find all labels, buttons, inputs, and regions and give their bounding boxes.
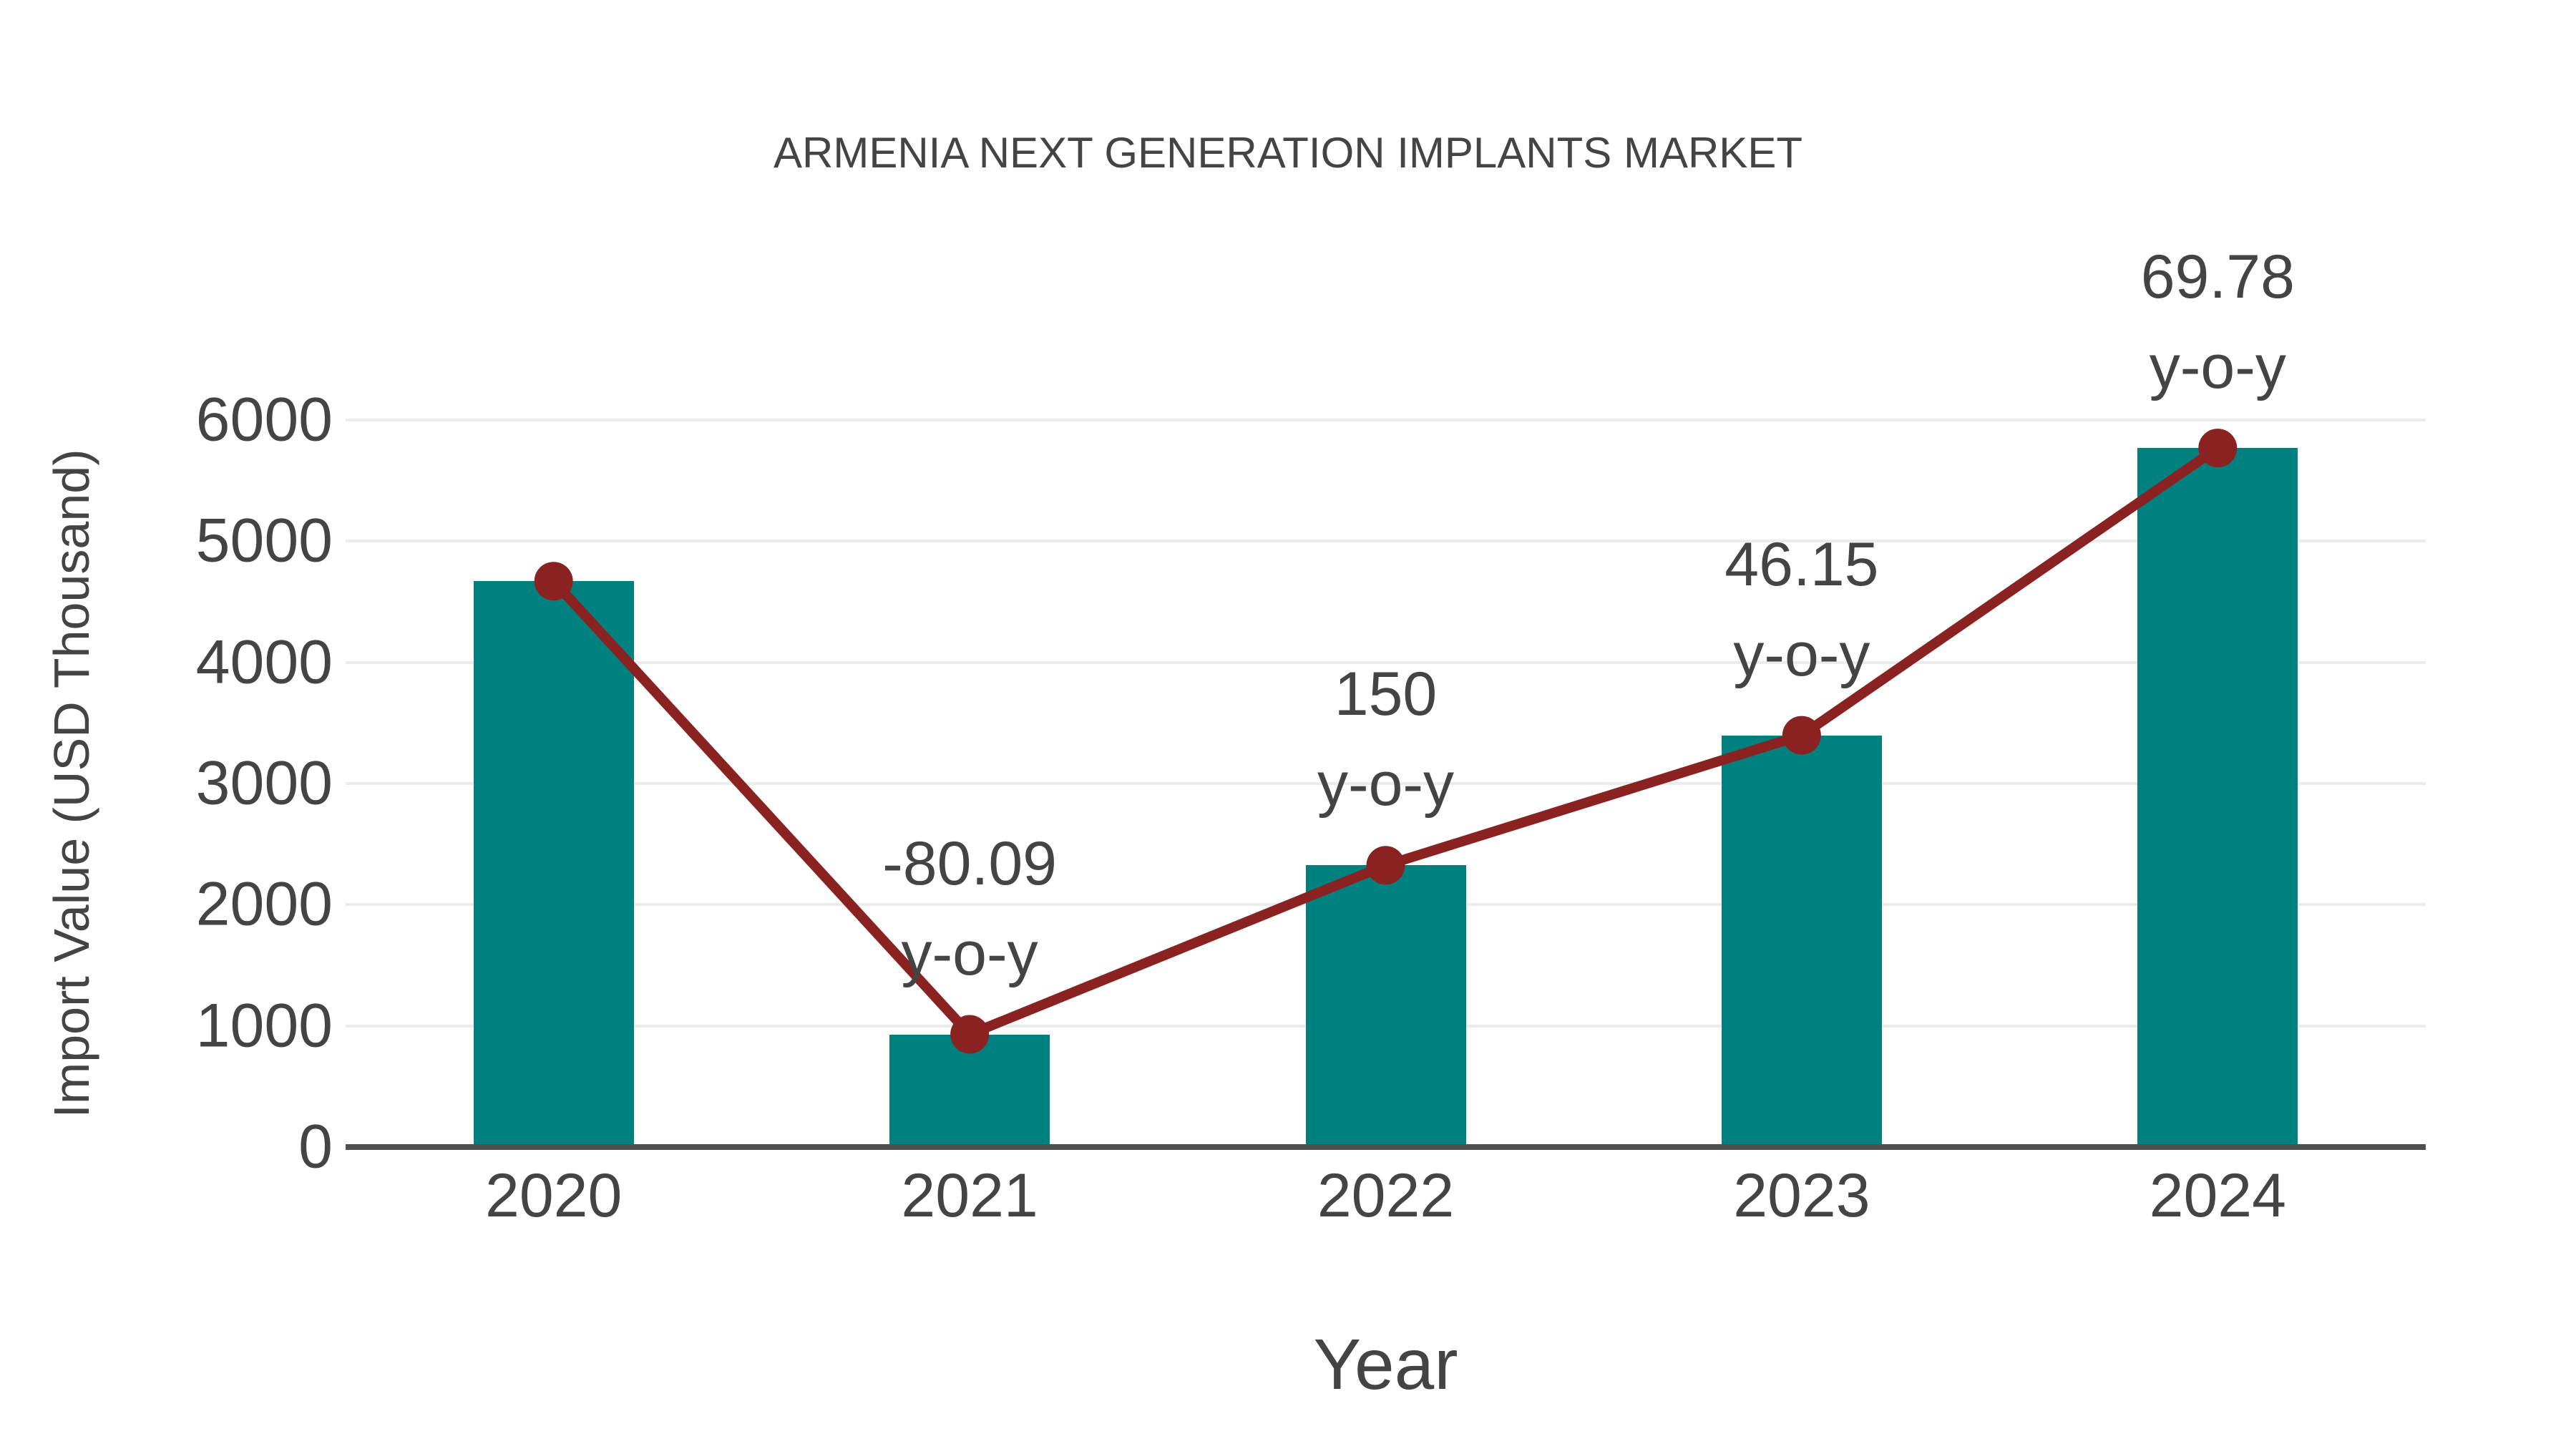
plot-area xyxy=(346,419,2426,1147)
yoy-label: y-o-y xyxy=(2149,333,2286,402)
gridline xyxy=(346,419,2426,421)
x-tick-label-2021: 2021 xyxy=(901,1161,1038,1230)
bar-2022 xyxy=(1305,865,1466,1147)
line-marker-2022 xyxy=(1366,846,1405,885)
bar-2023 xyxy=(1721,735,1882,1147)
yoy-label: y-o-y xyxy=(901,919,1038,988)
gridline xyxy=(346,782,2426,785)
trend-line-layer xyxy=(534,429,2238,1054)
y-tick-label: 3000 xyxy=(195,748,333,818)
yoy-label: y-o-y xyxy=(1733,620,1870,689)
yoy-value: 69.78 xyxy=(2140,243,2295,312)
x-axis-line xyxy=(346,1144,2426,1150)
yoy-annotation-2021: -80.09 y-o-y xyxy=(882,819,1057,999)
y-tick-label: 2000 xyxy=(195,869,333,939)
y-tick-label: 6000 xyxy=(195,385,333,454)
yoy-annotation-2023: 46.15 y-o-y xyxy=(1724,519,1878,700)
x-tick-label-2022: 2022 xyxy=(1317,1161,1455,1230)
gridline xyxy=(346,540,2426,543)
line-marker-2021 xyxy=(950,1015,990,1054)
x-tick-label-2023: 2023 xyxy=(1733,1161,1870,1230)
line-marker-2024 xyxy=(2198,429,2238,468)
yoy-value: -80.09 xyxy=(882,829,1058,898)
yoy-value: 150 xyxy=(1334,660,1438,729)
gridline xyxy=(346,660,2426,664)
bar-2020 xyxy=(473,581,634,1147)
y-axis-title: Import Value (USD Thousand) xyxy=(44,449,99,1118)
x-tick-label-2020: 2020 xyxy=(485,1161,623,1230)
yoy-label: y-o-y xyxy=(1317,750,1455,819)
line-marker-2020 xyxy=(534,562,573,601)
y-tick-label: 5000 xyxy=(195,506,333,575)
chart-title: ARMENIA NEXT GENERATION IMPLANTS MARKET xyxy=(773,129,1802,177)
line-marker-2023 xyxy=(1782,716,1821,755)
yoy-value: 46.15 xyxy=(1724,530,1879,599)
x-tick-label-2024: 2024 xyxy=(2149,1161,2286,1230)
yoy-annotation-2022: 150 y-o-y xyxy=(1317,649,1454,829)
y-tick-label: 1000 xyxy=(195,991,333,1060)
x-axis-title: Year xyxy=(1313,1324,1458,1405)
bar-2024 xyxy=(2137,448,2298,1147)
yoy-annotation-2024: 69.78 y-o-y xyxy=(2141,232,2295,412)
y-tick-label: 4000 xyxy=(195,628,333,697)
y-tick-label: 0 xyxy=(298,1112,333,1181)
